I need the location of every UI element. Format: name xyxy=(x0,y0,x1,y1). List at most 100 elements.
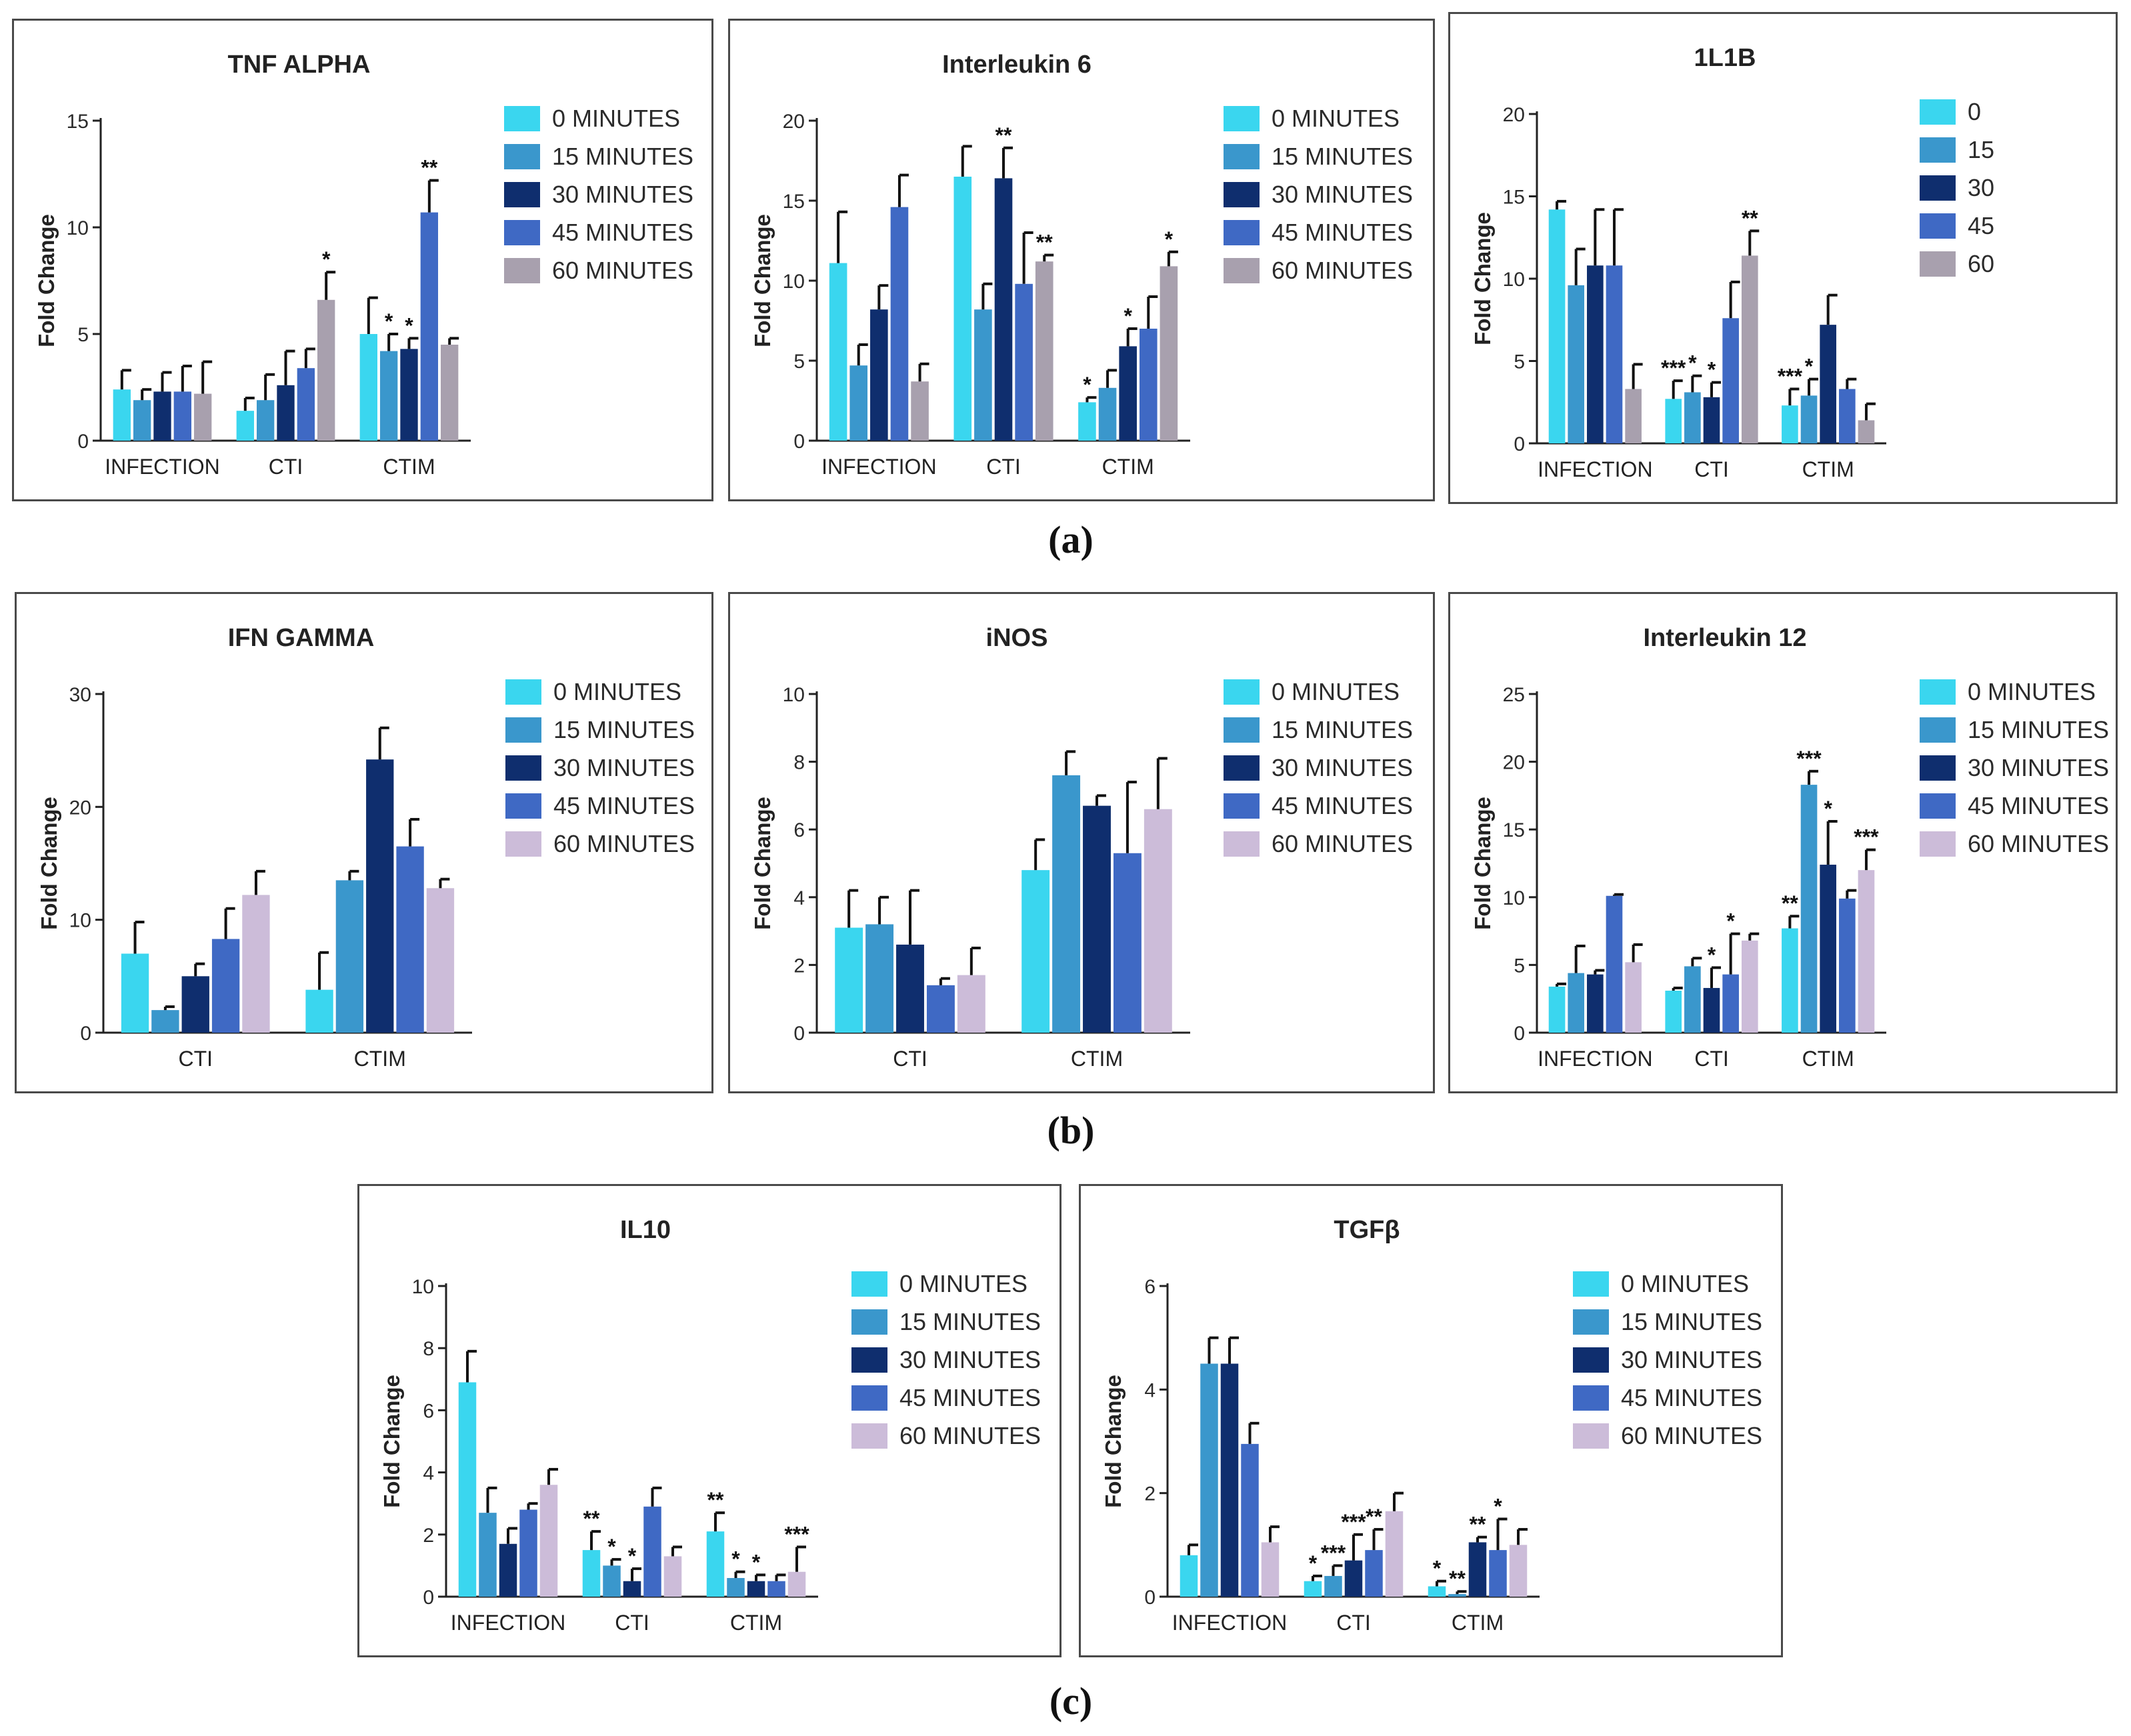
bar-ctim-4 xyxy=(1160,266,1178,441)
significance-marker: * xyxy=(405,313,413,337)
x-tick-label: CTIM xyxy=(1452,1611,1504,1635)
bar-infection-1 xyxy=(1568,973,1585,1033)
legend-swatch xyxy=(851,1347,887,1373)
y-tick-label: 10 xyxy=(1503,269,1525,291)
bar-cti-4 xyxy=(242,895,270,1033)
bar-infection-2 xyxy=(870,309,888,441)
legend-item: 45 xyxy=(1920,207,1994,245)
bar-infection-3 xyxy=(1241,1443,1259,1597)
y-axis-label: Fold Change xyxy=(750,214,775,347)
legend-swatch xyxy=(504,105,540,131)
bar-ctim-0 xyxy=(1782,928,1798,1033)
legend-item: 30 MINUTES xyxy=(851,1341,1041,1379)
legend-item: 60 xyxy=(1920,245,1994,283)
y-axis-label: Fold Change xyxy=(1101,1375,1126,1508)
legend-label: 45 MINUTES xyxy=(552,218,694,246)
bar-cti-0 xyxy=(835,927,863,1033)
x-tick-label: CTI xyxy=(986,455,1021,479)
x-tick-label: CTI xyxy=(1694,457,1729,481)
bar-cti-1 xyxy=(1324,1575,1342,1597)
significance-marker: *** xyxy=(1341,1510,1366,1534)
legend-item: 30 MINUTES xyxy=(1224,175,1413,213)
bar-cti-1 xyxy=(603,1565,621,1597)
legend-label: 0 MINUTES xyxy=(552,104,681,132)
legend-item: 60 MINUTES xyxy=(1573,1417,1762,1455)
bar-cti-0 xyxy=(1665,991,1682,1033)
bar-infection-1 xyxy=(849,365,868,441)
legend-label: 30 MINUTES xyxy=(1272,753,1414,781)
y-tick-label: 10 xyxy=(412,1276,434,1298)
legend-item: 45 MINUTES xyxy=(505,787,695,825)
bar-ctim-2 xyxy=(1468,1542,1487,1597)
bar-ctim-2 xyxy=(1820,865,1836,1033)
bar-cti-1 xyxy=(256,400,275,441)
x-tick-label: CTIM xyxy=(1071,1047,1123,1071)
legend-swatch xyxy=(1224,717,1260,743)
legend-label: 15 MINUTES xyxy=(899,1307,1041,1335)
bar-infection-2 xyxy=(499,1543,517,1597)
y-tick-label: 20 xyxy=(69,797,91,819)
x-tick-label: INFECTION xyxy=(821,455,936,479)
chart-inos: iNOS Fold Change 0 2 4 6 8 10 CTI CTIM xyxy=(750,624,1190,1071)
significance-marker: * xyxy=(322,247,331,271)
legend-swatch xyxy=(1224,679,1260,705)
legend-swatch xyxy=(1920,175,1956,201)
x-tick-label: CTI xyxy=(269,455,303,479)
significance-marker: ** xyxy=(583,1507,600,1531)
legend-swatch xyxy=(1224,143,1260,169)
legend-swatch xyxy=(1920,755,1956,781)
legend-swatch xyxy=(1920,717,1956,743)
legend-item: 0 MINUTES xyxy=(504,99,693,137)
bar-cti-1 xyxy=(151,1010,179,1033)
bar-ctim-4 xyxy=(1509,1545,1528,1597)
chart-legend: 0 MINUTES 15 MINUTES 30 MINUTES 45 MINUTES 6… xyxy=(1920,673,2109,863)
bar-cti-2 xyxy=(1703,987,1720,1033)
significance-marker: * xyxy=(628,1544,637,1568)
x-tick-label: CTI xyxy=(893,1047,927,1071)
significance-marker: ** xyxy=(1782,891,1798,915)
legend-item: 0 MINUTES xyxy=(505,673,695,711)
legend-label: 30 MINUTES xyxy=(553,753,695,781)
bar-infection-4 xyxy=(911,381,929,441)
legend-swatch xyxy=(1224,755,1260,781)
bar-ctim-2 xyxy=(1083,805,1111,1033)
row-label-c: (c) xyxy=(1049,1679,1093,1723)
significance-marker: ** xyxy=(707,1488,724,1512)
significance-marker: * xyxy=(1083,373,1092,397)
significance-marker: * xyxy=(731,1547,740,1571)
bar-infection-0 xyxy=(1548,986,1566,1033)
bar-infection-1 xyxy=(133,400,151,441)
y-tick-label: 20 xyxy=(783,111,805,133)
bar-cti-1 xyxy=(974,309,992,441)
significance-marker: * xyxy=(1708,943,1716,967)
x-tick-label: CTIM xyxy=(1102,455,1154,479)
legend-item: 0 MINUTES xyxy=(1573,1265,1762,1303)
bar-cti-0 xyxy=(582,1550,601,1597)
significance-marker: ** xyxy=(995,123,1012,147)
x-tick-label: INFECTION xyxy=(451,1611,565,1635)
y-axis-label: Fold Change xyxy=(34,214,59,347)
y-axis-label: Fold Change xyxy=(1470,212,1495,345)
legend-label: 0 xyxy=(1968,97,1982,125)
bar-cti-2 xyxy=(181,976,209,1033)
legend-item: 30 MINUTES xyxy=(1920,749,2109,787)
bar-infection-3 xyxy=(173,391,192,441)
bar-ctim-0 xyxy=(1428,1586,1446,1597)
bar-ctim-1 xyxy=(1098,387,1117,441)
bar-ctim-1 xyxy=(379,351,398,441)
significance-marker: * xyxy=(1805,355,1814,379)
bar-ctim-3 xyxy=(767,1581,785,1597)
bar-cti-4 xyxy=(1741,255,1758,443)
row-label-a: (a) xyxy=(1048,518,1094,561)
significance-marker: ** xyxy=(421,156,437,180)
y-tick-label: 8 xyxy=(793,752,805,774)
significance-marker: * xyxy=(1124,304,1132,328)
legend-item: 0 MINUTES xyxy=(851,1265,1041,1303)
significance-marker: ** xyxy=(1036,231,1053,255)
bar-ctim-4 xyxy=(426,888,455,1033)
y-tick-label: 5 xyxy=(1514,351,1525,373)
legend-swatch xyxy=(851,1423,887,1449)
bar-ctim-2 xyxy=(400,349,418,441)
